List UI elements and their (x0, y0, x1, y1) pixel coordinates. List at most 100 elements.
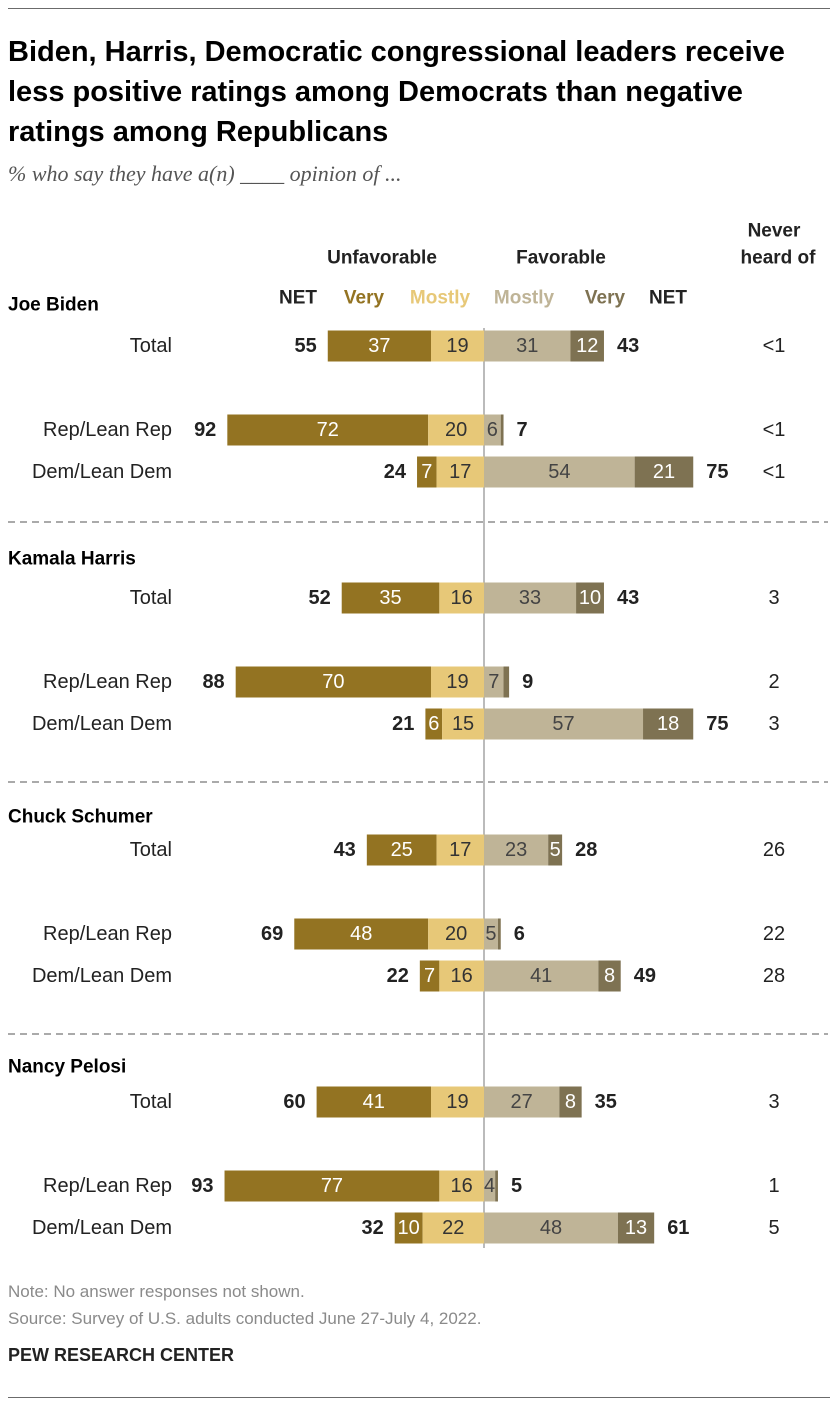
label-unfavorable-net: 24 (384, 461, 407, 483)
bar-unfavorable-very (394, 1212, 423, 1244)
row-label: Rep/Lean Rep (43, 923, 172, 945)
label-favorable-net: 35 (595, 1091, 617, 1113)
bar-unfavorable-mostly (430, 1086, 484, 1118)
label-unfavorable-net: 21 (392, 713, 414, 735)
row-label: Total (130, 587, 172, 609)
header-fav-very: Very (585, 288, 626, 309)
chart-notes: Note: No answer responses not shown. Sou… (8, 1278, 481, 1332)
group-label: Chuck Schumer (8, 807, 153, 828)
label-unfavorable-mostly: 16 (451, 1175, 473, 1197)
bar-unfavorable-very (417, 456, 437, 488)
bar-favorable-very (643, 708, 694, 740)
bar-favorable-mostly (484, 1212, 618, 1244)
label-unfavorable-very: 7 (421, 461, 432, 483)
label-never-heard: 22 (763, 923, 785, 945)
label-favorable-very: 18 (657, 713, 679, 735)
label-never-heard: <1 (763, 335, 786, 357)
group-label: Nancy Pelosi (8, 1057, 126, 1078)
label-unfavorable-mostly: 19 (446, 335, 468, 357)
bar-unfavorable-very (341, 582, 440, 614)
label-unfavorable-net: 92 (194, 419, 216, 441)
label-never-heard: 26 (763, 839, 785, 861)
label-unfavorable-net: 88 (202, 671, 224, 693)
header-favorable: Favorable (516, 248, 606, 269)
label-unfavorable-very: 48 (350, 923, 372, 945)
bar-unfavorable-mostly (430, 666, 484, 698)
row-label: Rep/Lean Rep (43, 671, 172, 693)
label-never-heard: <1 (763, 461, 786, 483)
row-label: Total (130, 1091, 172, 1113)
header-unfav-net: NET (279, 288, 317, 309)
label-unfavorable-net: 55 (295, 335, 317, 357)
bar-favorable-mostly (484, 1086, 560, 1118)
bar-favorable-very (497, 918, 501, 950)
group-label: Joe Biden (8, 295, 99, 316)
bar-favorable-very (570, 330, 604, 362)
bar-unfavorable-very (425, 708, 443, 740)
bar-favorable-mostly (484, 582, 577, 614)
row-label: Dem/Lean Dem (32, 965, 172, 987)
label-unfavorable-mostly: 22 (442, 1217, 464, 1239)
label-unfavorable-net: 60 (283, 1091, 305, 1113)
label-unfavorable-net: 22 (387, 965, 409, 987)
label-unfavorable-mostly: 19 (446, 671, 468, 693)
bar-unfavorable-very (366, 834, 437, 866)
label-favorable-net: 43 (617, 335, 639, 357)
label-unfavorable-net: 52 (308, 587, 330, 609)
bar-favorable-mostly (484, 918, 498, 950)
label-favorable-mostly: 33 (519, 587, 541, 609)
label-unfavorable-mostly: 16 (451, 965, 473, 987)
label-favorable-mostly: 31 (516, 335, 538, 357)
label-favorable-very: 10 (579, 587, 601, 609)
label-favorable-net: 61 (667, 1217, 689, 1239)
chart-subtitle: % who say they have a(n) ____ opinion of… (8, 161, 402, 186)
bar-unfavorable-very (327, 330, 431, 362)
bar-unfavorable-mostly (442, 708, 484, 740)
label-favorable-mostly: 5 (485, 923, 496, 945)
label-favorable-net: 43 (617, 587, 639, 609)
label-favorable-mostly: 6 (487, 419, 498, 441)
bar-favorable-very (576, 582, 604, 614)
label-unfavorable-very: 70 (322, 671, 344, 693)
bar-favorable-mostly (484, 666, 504, 698)
row-label: Rep/Lean Rep (43, 1175, 172, 1197)
label-unfavorable-net: 32 (361, 1217, 383, 1239)
label-favorable-net: 75 (706, 461, 728, 483)
header-never-heard-line2: heard of (741, 248, 817, 269)
bar-unfavorable-very (419, 960, 440, 992)
bar-favorable-mostly (484, 708, 644, 740)
header-fav-net: NET (649, 288, 687, 309)
bar-unfavorable-mostly (439, 582, 484, 614)
label-favorable-net: 9 (522, 671, 533, 693)
label-unfavorable-mostly: 17 (449, 461, 471, 483)
bar-favorable-very (500, 414, 504, 446)
label-never-heard: 1 (768, 1175, 779, 1197)
bar-favorable-very (495, 1170, 498, 1202)
label-favorable-mostly: 48 (540, 1217, 562, 1239)
label-favorable-net: 75 (706, 713, 728, 735)
row-label: Dem/Lean Dem (32, 461, 172, 483)
bar-favorable-mostly (484, 456, 635, 488)
bar-unfavorable-mostly (436, 456, 484, 488)
source-text: Source: Survey of U.S. adults conducted … (8, 1309, 482, 1328)
bar-unfavorable-mostly (422, 1212, 484, 1244)
header-unfav-mostly: Mostly (410, 288, 471, 309)
group-label: Kamala Harris (8, 549, 136, 570)
bar-favorable-mostly (484, 1170, 496, 1202)
label-unfavorable-very: 41 (363, 1091, 385, 1113)
label-favorable-mostly: 4 (484, 1175, 495, 1197)
label-unfavorable-mostly: 15 (452, 713, 474, 735)
label-unfavorable-mostly: 20 (445, 923, 467, 945)
bar-favorable-very (617, 1212, 655, 1244)
label-never-heard: 3 (768, 587, 779, 609)
bar-favorable-very (559, 1086, 582, 1118)
bar-favorable-very (598, 960, 621, 992)
label-unfavorable-mostly: 20 (445, 419, 467, 441)
bar-unfavorable-mostly (436, 834, 484, 866)
bar-unfavorable-mostly (439, 960, 484, 992)
label-favorable-mostly: 27 (511, 1091, 533, 1113)
row-label: Dem/Lean Dem (32, 713, 172, 735)
label-favorable-mostly: 7 (488, 671, 499, 693)
label-unfavorable-very: 25 (391, 839, 413, 861)
bottom-rule (8, 1397, 830, 1398)
